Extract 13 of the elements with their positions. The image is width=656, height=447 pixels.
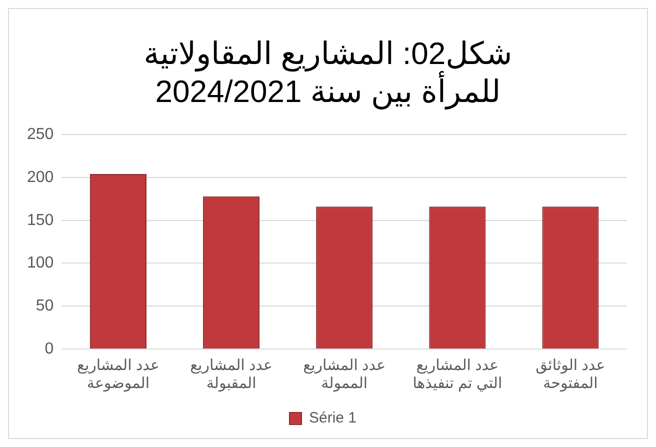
chart-title: شكل02: المشاريع المقاولاتية للمرأة بين سنة 2024/2021 xyxy=(142,35,514,111)
x-tick-label: عدد المشاريع التي تم تنفيذها xyxy=(412,357,502,392)
x-tick-label: عدد الوثائق المفتوحة xyxy=(536,357,606,392)
x-tick-label: عدد المشاريع الممولة xyxy=(303,357,386,392)
y-tick-label: 200 xyxy=(26,168,54,186)
legend-label: Série 1 xyxy=(308,410,357,427)
y-tick-label: 250 xyxy=(26,126,54,144)
x-tick-label: عدد المشاريع الموضوعة xyxy=(77,357,160,392)
y-tick-label: 100 xyxy=(26,254,54,272)
y-tick-label: 150 xyxy=(26,212,54,229)
y-tick-label: 50 xyxy=(36,298,54,315)
x-tick-label: عدد المشاريع المقبولة xyxy=(190,357,273,392)
y-tick-label: 0 xyxy=(44,340,54,358)
